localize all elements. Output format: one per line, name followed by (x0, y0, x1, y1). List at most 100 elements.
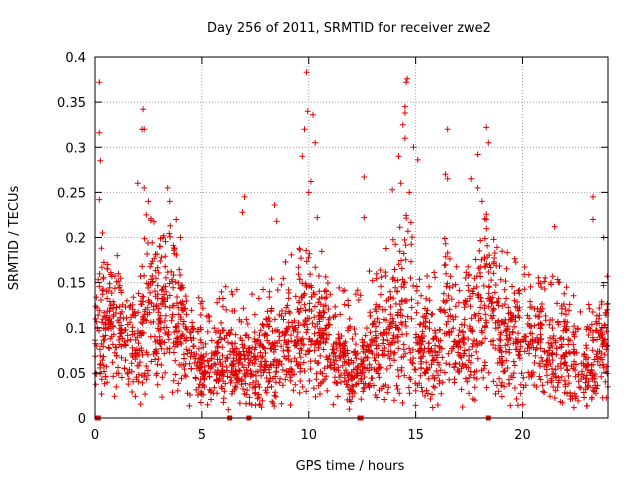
data-point (259, 321, 266, 327)
data-point (152, 288, 158, 295)
data-point (499, 248, 506, 255)
data-point (162, 312, 169, 319)
data-point (244, 352, 251, 359)
data-point (217, 330, 224, 337)
data-point (465, 263, 472, 270)
data-point (257, 327, 264, 334)
data-point (147, 289, 154, 296)
data-point (529, 338, 536, 345)
data-point (128, 360, 135, 367)
data-point (546, 352, 552, 359)
data-point (364, 342, 371, 349)
data-point (506, 346, 513, 353)
data-point (117, 275, 124, 282)
data-point (138, 301, 145, 308)
y-tick-label: 0.3 (65, 141, 86, 156)
data-point (153, 302, 160, 309)
data-point (154, 381, 161, 388)
data-point (265, 323, 272, 330)
data-point (458, 354, 465, 361)
data-point (299, 384, 306, 390)
data-point (240, 305, 247, 312)
data-point (163, 274, 169, 281)
data-point (559, 305, 565, 312)
data-point (566, 380, 572, 387)
data-point (240, 364, 247, 371)
data-point (573, 349, 580, 356)
data-point (176, 266, 183, 273)
data-point (224, 373, 231, 380)
data-point (550, 383, 557, 390)
data-point (357, 292, 364, 299)
data-point (132, 356, 139, 363)
data-point (360, 343, 367, 350)
data-point (206, 386, 213, 393)
data-point (166, 304, 173, 311)
data-point (156, 243, 163, 250)
data-point (387, 303, 394, 310)
data-point (112, 273, 118, 279)
data-point (488, 277, 495, 284)
data-point (360, 388, 367, 395)
data-point (156, 340, 163, 347)
data-point (491, 255, 498, 261)
data-point (295, 271, 302, 278)
data-point (505, 381, 512, 387)
data-point (526, 350, 532, 357)
data-point (281, 353, 288, 360)
data-point (349, 375, 356, 382)
data-point (437, 308, 444, 315)
data-point (417, 321, 424, 327)
data-point (201, 384, 208, 390)
data-point (112, 310, 119, 316)
data-point (371, 318, 378, 325)
data-point (140, 106, 147, 113)
data-point (96, 270, 103, 277)
data-point (432, 342, 439, 349)
data-point (403, 212, 409, 219)
data-point (398, 364, 405, 371)
data-point (474, 151, 481, 158)
data-point (310, 385, 317, 392)
data-point (121, 365, 128, 372)
y-tick-label: 0.35 (57, 96, 86, 111)
data-point (336, 352, 343, 359)
data-point (476, 269, 483, 276)
data-point (528, 323, 535, 330)
data-point (512, 259, 519, 266)
data-point (214, 356, 221, 363)
data-point (495, 302, 502, 309)
data-point (294, 362, 301, 369)
data-point (141, 373, 148, 380)
data-point (461, 316, 468, 323)
data-point (366, 367, 373, 374)
data-point (466, 346, 472, 353)
data-point (421, 369, 428, 376)
data-point (458, 365, 465, 372)
data-point (175, 280, 182, 287)
data-point (174, 334, 181, 341)
data-point (549, 365, 555, 372)
data-point (110, 373, 117, 380)
data-point (124, 332, 131, 339)
data-point (246, 381, 253, 388)
data-point (426, 283, 433, 290)
data-point (433, 354, 440, 361)
data-point (478, 298, 485, 305)
data-point (296, 298, 303, 304)
data-point (158, 254, 165, 261)
data-point (423, 387, 430, 394)
data-point (182, 293, 189, 300)
data-point (218, 288, 225, 295)
data-point (498, 353, 505, 360)
data-point (100, 337, 107, 344)
data-point (517, 390, 524, 397)
data-point (511, 323, 518, 330)
data-point (322, 339, 329, 346)
data-point (137, 401, 144, 408)
data-point (242, 355, 249, 362)
data-point (272, 393, 279, 400)
data-point (598, 298, 605, 305)
data-point (499, 357, 506, 364)
data-point (285, 295, 292, 302)
